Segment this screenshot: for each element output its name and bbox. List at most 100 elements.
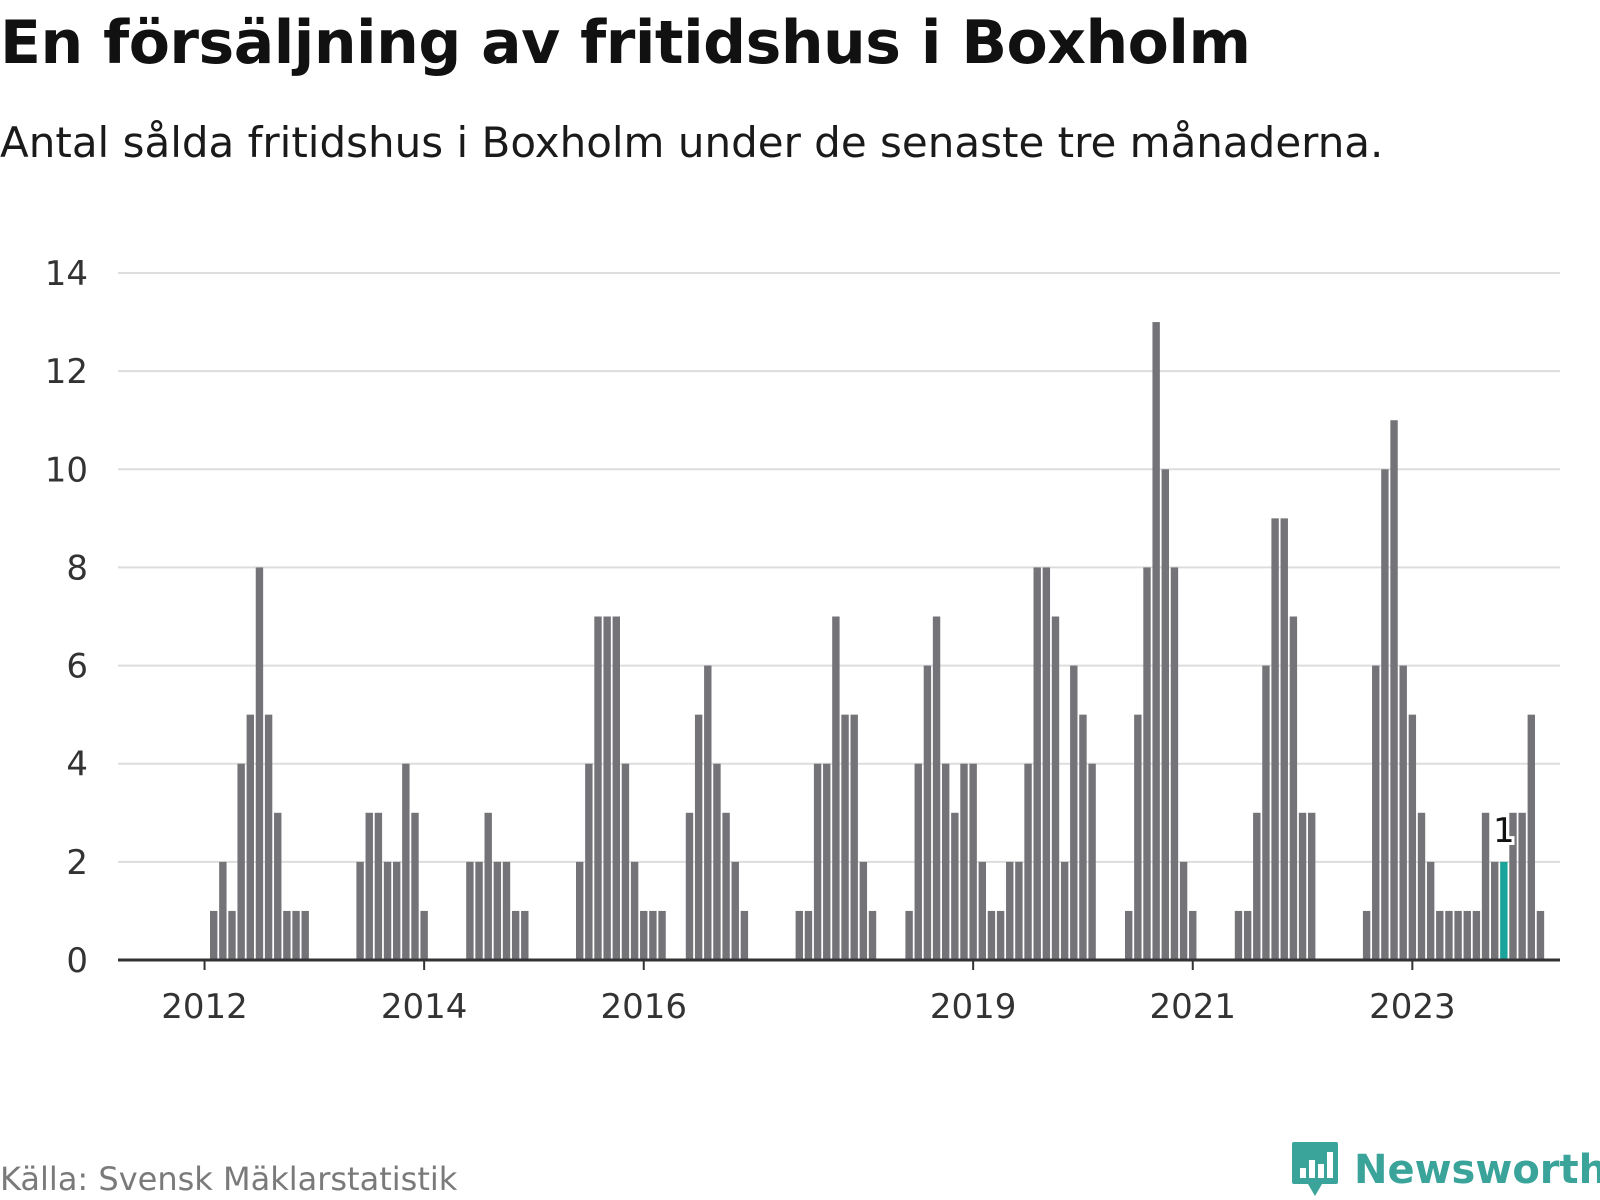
bar xyxy=(411,812,419,960)
chart-title: En försäljning av fritidshus i Boxholm xyxy=(0,8,1251,78)
bar xyxy=(603,616,611,960)
x-tick-label: 2012 xyxy=(161,987,248,1027)
bar xyxy=(356,861,364,960)
bar xyxy=(1006,861,1014,960)
bar xyxy=(219,861,227,960)
bar xyxy=(804,910,813,960)
bar xyxy=(685,812,694,960)
bar xyxy=(722,812,730,960)
bar xyxy=(1280,518,1288,960)
bar xyxy=(1170,567,1179,960)
bar xyxy=(923,665,932,960)
bar-highlight xyxy=(1500,861,1508,960)
bar xyxy=(420,910,428,960)
bar xyxy=(942,763,950,960)
bar xyxy=(475,861,483,960)
x-tick-label: 2016 xyxy=(600,987,687,1027)
bar xyxy=(365,812,373,960)
bar xyxy=(1372,665,1380,960)
y-tick-label: 12 xyxy=(45,352,88,392)
bar xyxy=(1262,665,1270,960)
bar xyxy=(246,714,254,960)
bar xyxy=(493,861,502,960)
bar xyxy=(640,910,648,960)
bar xyxy=(1161,469,1169,960)
bar xyxy=(292,910,300,960)
x-tick-label: 2014 xyxy=(381,987,468,1027)
bars xyxy=(210,322,1545,960)
bar xyxy=(1362,910,1371,960)
bar xyxy=(978,861,986,960)
bar xyxy=(859,861,868,960)
bar xyxy=(521,910,529,960)
bar xyxy=(1491,861,1499,960)
bar xyxy=(1125,910,1133,960)
bar xyxy=(649,910,657,960)
bar xyxy=(630,861,639,960)
bar xyxy=(228,910,236,960)
bar xyxy=(1298,812,1307,960)
axes: 0 2 4 6 8 10 12 14 2012 2014 2016 2019 2021 2023 xyxy=(45,254,1560,1027)
bar xyxy=(914,763,922,960)
bar xyxy=(1051,616,1060,960)
bar xyxy=(264,714,273,960)
bar xyxy=(731,861,739,960)
bar xyxy=(210,910,218,960)
bar xyxy=(1390,420,1398,960)
bar xyxy=(1436,910,1444,960)
newsworthy-logo-icon xyxy=(1292,1142,1338,1196)
bar xyxy=(1060,861,1069,960)
bar xyxy=(1445,910,1453,960)
bar xyxy=(383,861,392,960)
bar xyxy=(1399,665,1407,960)
bar xyxy=(402,763,410,960)
bar xyxy=(1179,861,1188,960)
bar xyxy=(1308,812,1316,960)
bar xyxy=(1079,714,1087,960)
bar xyxy=(1243,910,1252,960)
bar xyxy=(1426,861,1435,960)
bar xyxy=(255,567,264,960)
bar xyxy=(704,665,712,960)
y-tick-label: 10 xyxy=(45,450,88,490)
bar xyxy=(594,616,602,960)
bar xyxy=(1143,567,1151,960)
y-tick-label: 4 xyxy=(66,745,88,785)
x-tick-label: 2019 xyxy=(930,987,1017,1027)
bar xyxy=(1070,665,1078,960)
bar xyxy=(1408,714,1417,960)
bar xyxy=(1381,469,1389,960)
bar xyxy=(374,812,383,960)
bar xyxy=(1289,616,1298,960)
bar xyxy=(1015,861,1023,960)
bar xyxy=(1463,910,1471,960)
bar xyxy=(960,763,968,960)
bar xyxy=(393,861,401,960)
bar xyxy=(1271,518,1279,960)
bar xyxy=(1042,567,1051,960)
bar xyxy=(1088,763,1096,960)
bar xyxy=(832,616,840,960)
x-tick-label: 2023 xyxy=(1369,987,1456,1027)
bar xyxy=(1481,812,1490,960)
bar xyxy=(813,763,822,960)
bar xyxy=(1189,910,1197,960)
bar xyxy=(850,714,858,960)
bar xyxy=(1417,812,1426,960)
bar xyxy=(1454,910,1462,960)
bar xyxy=(868,910,877,960)
bar xyxy=(841,714,849,960)
chart-subtitle: Antal sålda fritidshus i Boxholm under d… xyxy=(0,118,1384,167)
bar xyxy=(713,763,721,960)
y-tick-label: 2 xyxy=(66,843,88,883)
bar xyxy=(502,861,511,960)
bar xyxy=(576,861,584,960)
y-tick-label: 0 xyxy=(66,941,88,981)
y-tick-label: 6 xyxy=(66,647,88,687)
bar xyxy=(987,910,996,960)
bar xyxy=(484,812,492,960)
bar xyxy=(658,910,666,960)
data-label: 1 xyxy=(1493,811,1515,851)
bar xyxy=(612,616,620,960)
bar xyxy=(1234,910,1243,960)
